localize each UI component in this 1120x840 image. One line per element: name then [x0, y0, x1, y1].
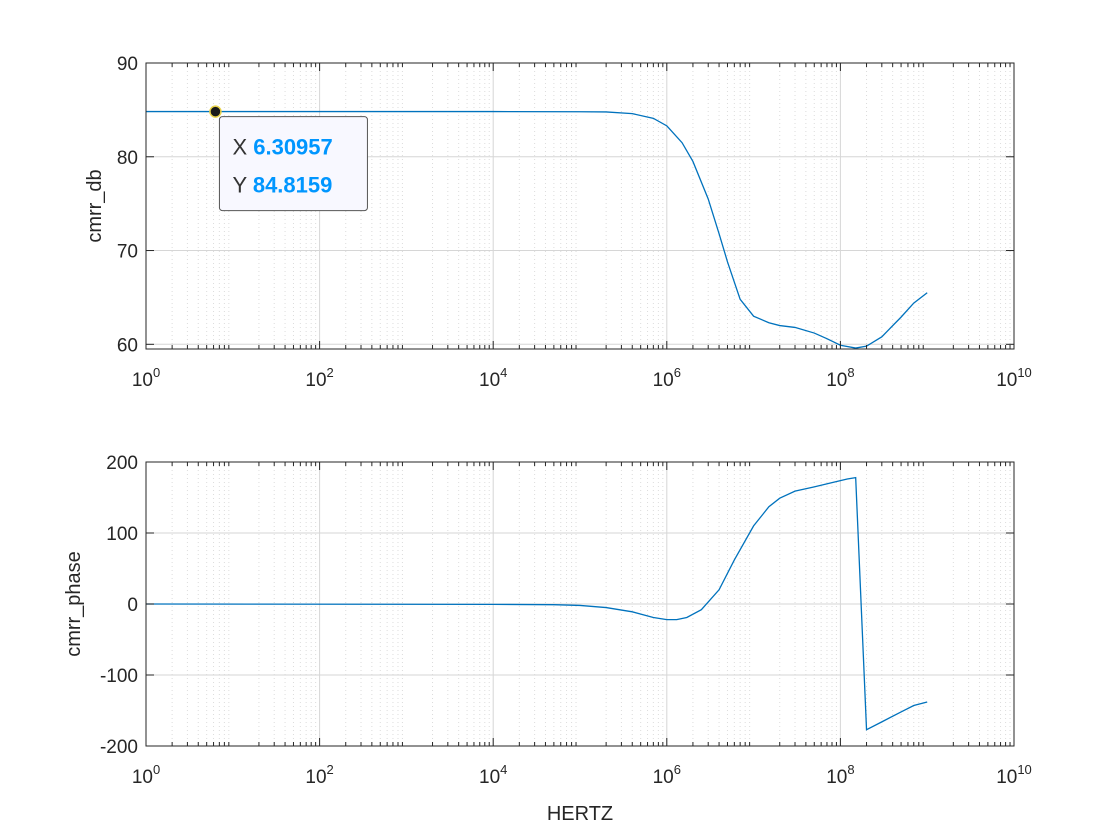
series-layer	[145, 476, 928, 731]
y-tick-label: 90	[117, 54, 138, 75]
datatip[interactable]: X 6.30957 Y 84.8159	[209, 105, 368, 212]
y-tick-labels: -200 -100 0 100 200	[100, 453, 138, 758]
y-tick-label: 70	[117, 242, 138, 263]
datatip-x-row: X 6.30957	[232, 135, 332, 160]
axes-frame	[145, 62, 1015, 350]
x-axis-label: HERTZ	[547, 803, 613, 825]
series-line[interactable]	[146, 110, 928, 349]
x-tick-label: 108	[826, 365, 854, 391]
x-tick-label: 1010	[996, 762, 1032, 788]
x-tick-labels: 100 102 104 106 108 1010	[132, 365, 1032, 391]
x-tick-label: 100	[132, 762, 160, 788]
subplot-cmrr-phase[interactable]: 100 102 104 106 108 1010 -200 -100 0 100 200 cmrr…	[63, 453, 1032, 825]
x-tick-label: 104	[479, 365, 507, 391]
subplot-cmrr-db[interactable]: 100 102 104 106 108 1010 60 70 80 90 cmrr_db X 6…	[84, 54, 1032, 391]
x-tick-label: 106	[653, 365, 681, 391]
ticks	[145, 461, 1015, 747]
x-tick-label: 108	[826, 762, 854, 788]
datatip-marker[interactable]	[209, 105, 222, 118]
y-tick-label: 100	[106, 524, 138, 545]
y-tick-label: 0	[127, 595, 138, 616]
datatip-y-row: Y 84.8159	[232, 173, 332, 198]
x-tick-label: 1010	[996, 365, 1032, 391]
ticks	[145, 62, 1015, 349]
y-tick-label: -200	[100, 737, 138, 758]
y-tick-label: 200	[106, 453, 138, 474]
y-axis-label: cmrr_db	[84, 169, 106, 242]
y-axis-label: cmrr_phase	[63, 551, 85, 657]
x-tick-label: 102	[305, 365, 333, 391]
y-tick-label: 60	[117, 335, 138, 356]
y-tick-label: 80	[117, 148, 138, 169]
x-tick-labels: 100 102 104 106 108 1010	[132, 762, 1032, 788]
x-tick-label: 102	[305, 762, 333, 788]
x-tick-label: 100	[132, 365, 160, 391]
x-tick-label: 106	[653, 762, 681, 788]
y-tick-labels: 60 70 80 90	[117, 54, 138, 356]
datatip-box[interactable]	[218, 116, 368, 212]
series-layer	[146, 110, 928, 349]
y-tick-label: -100	[100, 666, 138, 687]
series-line[interactable]	[145, 476, 928, 731]
x-tick-label: 104	[479, 762, 507, 788]
